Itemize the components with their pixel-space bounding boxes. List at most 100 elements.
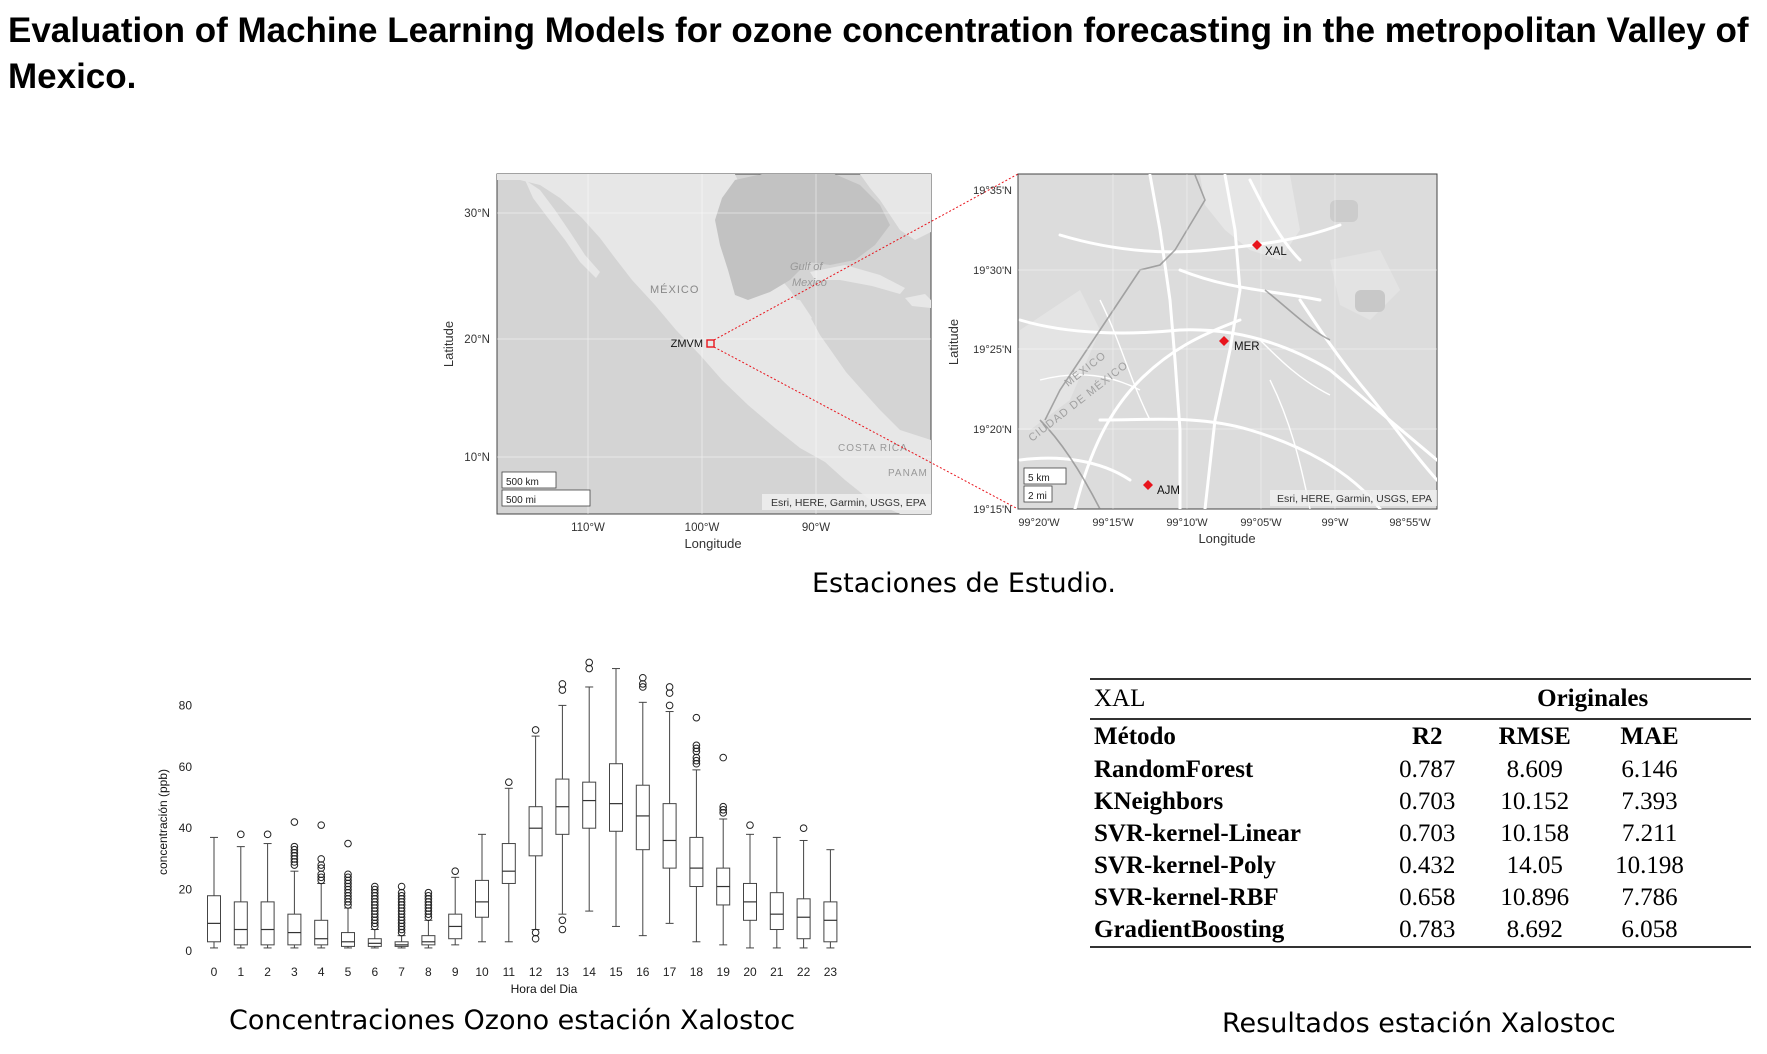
rmse-value: 14.05: [1506, 852, 1563, 879]
method-name: SVR-kernel-Linear: [1094, 820, 1301, 847]
method-name: SVR-kernel-RBF: [1094, 884, 1279, 911]
outlier-point: [719, 805, 728, 814]
station-mer: MER: [1219, 336, 1260, 353]
rmse-value: 8.692: [1477, 914, 1592, 948]
scale-mi-label: 500 mi: [506, 495, 536, 506]
outlier-point: [639, 683, 647, 691]
right-lon-tick: 99°05'W: [1240, 517, 1282, 529]
y-tick-label: 0: [185, 944, 192, 958]
panama-label: PANAM: [888, 468, 928, 479]
iqr-box: [475, 879, 489, 918]
left-lat-tick: 30°N: [464, 208, 490, 220]
left-ylabel: Latitude: [441, 321, 456, 367]
r2-value: 0.787: [1399, 756, 1456, 783]
box-hour-20: [743, 821, 757, 949]
y-tick-label: 20: [179, 883, 193, 897]
r2-value: 0.703: [1399, 820, 1456, 847]
method-name: GradientBoosting: [1090, 914, 1377, 948]
outlier-point: [505, 778, 513, 786]
left-lon-tick: 90°W: [802, 522, 830, 534]
x-tick-label: 15: [609, 965, 623, 979]
outlier-point: [531, 726, 540, 734]
zoom-connector-top: [713, 173, 1019, 341]
y-tick-label: 60: [179, 760, 193, 774]
scale-km-label: 5 km: [1028, 473, 1050, 484]
iqr-box: [582, 781, 597, 829]
left-lon-tick: 100°W: [685, 522, 720, 534]
x-tick-label: 21: [770, 965, 784, 979]
outlier-point: [237, 830, 245, 839]
right-attribution: Esri, HERE, Garmin, USGS, EPA: [1277, 493, 1432, 505]
iqr-box: [528, 806, 543, 857]
station-marker: [1219, 336, 1229, 346]
baja-california: [525, 180, 600, 278]
table-header-row: Método R2 RMSE MAE: [1090, 718, 1751, 754]
x-tick-label: 0: [211, 965, 218, 979]
x-tick-label: 1: [237, 965, 244, 979]
x-tick-label: 9: [452, 965, 459, 979]
right-lon-tick: 98°55'W: [1389, 517, 1431, 529]
outlier-point: [290, 842, 299, 851]
outlier-point: [558, 686, 567, 694]
rmse-value: 10.152: [1500, 788, 1570, 815]
outlier-point: [692, 713, 701, 722]
outlier-point: [665, 701, 674, 710]
outlier-point: [799, 824, 808, 833]
outlier-point: [344, 873, 352, 882]
box-hour-16: [635, 673, 650, 937]
outlier-point: [451, 867, 460, 875]
iqr-box: [823, 901, 838, 943]
right-lat-tick: 19°15'N: [973, 504, 1012, 516]
iqr-box: [796, 898, 811, 940]
left-lat-tick: 20°N: [464, 334, 490, 346]
box-hour-12: [528, 726, 543, 943]
table-row: RandomForest 0.787 8.609 6.146: [1090, 754, 1751, 786]
station-xal: XAL: [1252, 240, 1287, 258]
map-figure: 500 km 500 mi Esri, HERE, Garmin, USGS, …: [441, 173, 1438, 551]
box-hour-1: [233, 830, 248, 949]
gulf-label-2: Mexico: [792, 277, 827, 289]
box-hour-22: [796, 824, 811, 949]
box-hour-6: [367, 882, 382, 949]
right-lon-tick: 99°15'W: [1092, 517, 1134, 529]
rmse-value: 10.896: [1500, 884, 1570, 911]
mexico-label: MÉXICO: [650, 283, 699, 296]
left-scale-bar: 500 km 500 mi: [501, 471, 591, 507]
iqr-box: [609, 763, 623, 832]
zmvm-marker: [706, 339, 715, 348]
outlier-point: [665, 683, 674, 691]
right-lat-tick: 19°30'N: [973, 265, 1012, 277]
outlier-point: [531, 934, 540, 943]
x-tick-label: 3: [291, 965, 298, 979]
box-hour-9: [448, 867, 463, 946]
rmse-value: 8.609: [1506, 756, 1563, 783]
x-tick-label: 18: [690, 965, 704, 979]
x-tick-label: 8: [425, 965, 432, 979]
boxplot-caption: Concentraciones Ozono estación Xalostoc: [229, 1005, 796, 1036]
right-lat-tick: 19°35'N: [973, 185, 1012, 197]
table-row: SVR-kernel-Linear 0.703 10.158 7.211: [1090, 818, 1751, 850]
y-tick-label: 40: [179, 821, 193, 835]
left-xlabel: Longitude: [684, 536, 741, 551]
box-hour-3: [287, 818, 302, 949]
right-lon-tick: 99°W: [1321, 517, 1349, 529]
gulf-of-mexico: [715, 174, 890, 300]
x-tick-label: 16: [636, 965, 650, 979]
left-map: 500 km 500 mi Esri, HERE, Garmin, USGS, …: [441, 173, 932, 551]
mae-value: 6.058: [1591, 914, 1708, 948]
x-tick-label: 17: [663, 965, 677, 979]
x-tick-label: 11: [503, 965, 516, 979]
outlier-point: [424, 891, 433, 900]
iqr-box: [689, 836, 704, 888]
mae-value: 7.393: [1621, 788, 1678, 815]
box-hour-2: [260, 830, 275, 949]
box-hour-0: [207, 836, 221, 949]
outlier-point: [719, 753, 728, 762]
outlier-point: [397, 882, 406, 891]
outlier-point: [558, 925, 567, 934]
outlier-point: [344, 870, 352, 879]
cuba: [810, 265, 905, 294]
x-tick-label: 6: [371, 965, 378, 979]
iqr-box: [421, 935, 436, 946]
